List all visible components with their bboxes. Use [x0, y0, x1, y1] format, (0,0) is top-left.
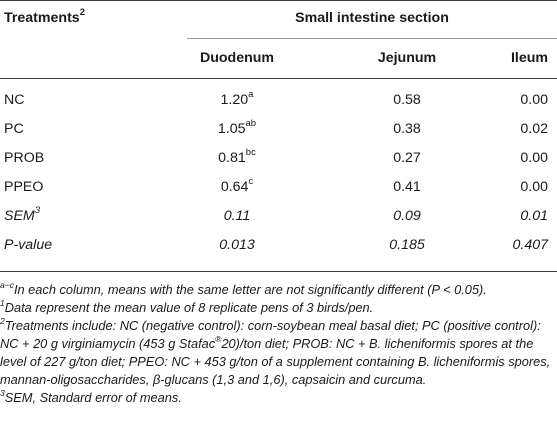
- footnote-significance: a−cIn each column, means with the same l…: [0, 279, 487, 297]
- jejunum-value: 0.09: [393, 208, 421, 224]
- small-intestine-group-header: Small intestine section: [295, 10, 449, 26]
- duodenum-value: 0.11: [223, 208, 251, 224]
- jejunum-value: 0.27: [393, 150, 421, 166]
- footnote-data: 1Data represent the mean value of 8 repl…: [0, 297, 374, 315]
- row-label: PC: [4, 121, 24, 137]
- jejunum-value: 0.58: [393, 92, 421, 108]
- column-header-duodenum: Duodenum: [199, 50, 275, 66]
- duodenum-value: 0.81bc: [218, 147, 256, 166]
- footnote-treatments: 2Treatments include: NC (negative contro…: [0, 315, 551, 387]
- duodenum-value: 0.64c: [220, 176, 254, 195]
- ileum-value: 0.407: [512, 237, 548, 253]
- ileum-value: 0.00: [520, 92, 548, 108]
- table-bottom-rule: [0, 271, 557, 272]
- duodenum-value: 0.013: [219, 237, 255, 253]
- jejunum-value: 0.38: [393, 121, 421, 137]
- duodenum-value: 1.20a: [220, 89, 254, 108]
- ileum-value: 0.01: [520, 208, 548, 224]
- table-top-rule: [0, 0, 557, 1]
- table-footnotes: a−cIn each column, means with the same l…: [0, 279, 557, 407]
- treatments-header-sup: 2: [79, 7, 85, 19]
- column-header-jejunum: Jejunum: [377, 50, 437, 66]
- row-label: PROB: [4, 150, 45, 166]
- footnote-sem: 3SEM, Standard error of means.: [0, 387, 182, 405]
- treatments-header: Treatments2: [4, 7, 85, 27]
- jejunum-value: 0.41: [393, 179, 421, 195]
- header-bottom-rule: [0, 78, 557, 79]
- row-label: SEM3: [4, 205, 41, 224]
- duodenum-value: 1.05ab: [217, 118, 257, 137]
- row-label: P-value: [4, 237, 53, 253]
- group-header-underline: [187, 38, 557, 39]
- treatments-header-label: Treatments: [4, 10, 80, 26]
- column-header-ileum: Ileum: [510, 50, 548, 66]
- ileum-value: 0.00: [520, 179, 548, 195]
- row-label: PPEO: [4, 179, 44, 195]
- ileum-value: 0.00: [520, 150, 548, 166]
- jejunum-value: 0.185: [389, 237, 425, 253]
- ileum-value: 0.02: [520, 121, 548, 137]
- row-label: NC: [4, 92, 25, 108]
